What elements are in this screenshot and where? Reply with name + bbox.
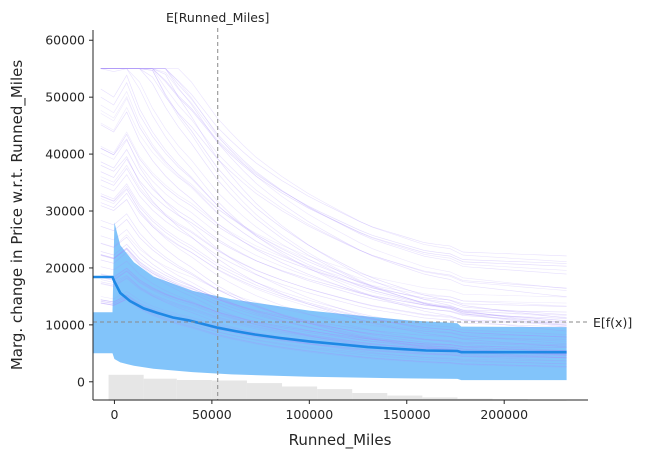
ice-curve <box>100 111 567 323</box>
y-tick-label: 50000 <box>45 90 85 105</box>
ice-curve <box>100 68 567 332</box>
y-tick-label: 40000 <box>45 147 85 162</box>
y-tick-label: 30000 <box>45 204 85 219</box>
ice-curve <box>100 68 567 267</box>
x-tick-label: 150000 <box>383 407 431 422</box>
ice-curve <box>100 243 567 347</box>
ice-curve <box>100 68 567 327</box>
x-axis-label: Runned_Miles <box>289 431 392 450</box>
reference-lines <box>93 28 588 400</box>
ice-curve <box>100 188 567 351</box>
ice-curve <box>100 297 567 367</box>
y-tick-label: 0 <box>77 374 85 389</box>
ice-curve <box>100 156 567 348</box>
ice-curve <box>100 234 567 337</box>
ice-curve <box>100 68 567 326</box>
ice-curve <box>100 68 567 297</box>
ice-curve <box>100 189 567 342</box>
histogram-bar <box>143 378 177 401</box>
histogram-bar <box>317 389 353 401</box>
ice-curve <box>100 192 567 338</box>
ice-curve <box>100 213 567 356</box>
ice-curve <box>100 68 567 264</box>
expected-fx-label: E[f(x)] <box>593 315 632 330</box>
ice-curve <box>100 236 567 355</box>
histogram-bar <box>352 392 388 401</box>
histogram-bar <box>246 383 283 401</box>
x-tick-label: 0 <box>110 407 118 422</box>
ice-curve <box>100 278 567 356</box>
histogram-bar <box>211 380 247 401</box>
ice-curve <box>100 174 567 328</box>
ice-band <box>93 222 567 381</box>
ice-curve <box>100 82 567 315</box>
x-tick-label: 100000 <box>285 407 333 422</box>
mean-line-layer <box>93 275 567 354</box>
ice-curve <box>100 167 567 324</box>
histogram-bar <box>282 386 318 401</box>
ice-curve <box>100 148 567 319</box>
ice-curve <box>100 106 567 298</box>
ice-curve <box>100 185 567 338</box>
ice-curve <box>100 96 567 318</box>
ice-curve <box>100 133 567 307</box>
ice-curve <box>100 68 567 257</box>
ice-curve <box>100 218 567 352</box>
ice-band-area <box>93 222 567 381</box>
ice-curve <box>100 139 567 316</box>
histogram-bar <box>108 374 144 401</box>
ice-curve <box>100 249 567 362</box>
y-tick-label: 60000 <box>45 33 85 48</box>
ice-curve <box>100 260 567 359</box>
y-tick-label: 20000 <box>45 260 85 275</box>
ice-curve <box>100 269 567 348</box>
ice-lines <box>100 68 567 368</box>
ice-curve <box>100 68 567 289</box>
y-axis-label: Marg. change in Price w.r.t. Runned_Mile… <box>8 60 27 371</box>
histogram-bar <box>387 395 423 401</box>
ice-curve <box>100 251 567 340</box>
ice-curve <box>100 247 567 345</box>
ice-curve <box>100 295 567 365</box>
x-ticks: 0 50000 100000 150000 200000 <box>110 400 528 422</box>
x-tick-label: 200000 <box>480 407 528 422</box>
ice-curve <box>100 68 567 275</box>
ice-curve <box>100 298 567 367</box>
y-ticks: 0 10000 20000 30000 40000 50000 60000 <box>45 33 93 389</box>
ice-curve <box>100 74 567 322</box>
ice-curve <box>100 68 567 319</box>
ice-curve <box>100 138 567 344</box>
ice-curve <box>100 274 567 365</box>
ice-curve <box>100 158 567 313</box>
y-tick-label: 10000 <box>45 317 85 332</box>
ice-curve <box>100 270 567 348</box>
ice-curve <box>100 68 567 262</box>
histogram-bar <box>422 397 458 401</box>
ice-curve <box>100 68 567 291</box>
expected-x-label: E[Runned_Miles] <box>166 10 269 25</box>
mean-line <box>93 275 567 354</box>
ice-curve <box>100 131 567 304</box>
ice-curve <box>100 90 567 321</box>
x-tick-label: 50000 <box>192 407 232 422</box>
ice-curve <box>100 299 567 368</box>
ice-curve <box>100 247 567 351</box>
ice-curve <box>100 68 567 271</box>
ice-curve <box>100 183 567 335</box>
ice-curve <box>100 68 567 323</box>
histogram-bar <box>176 379 212 401</box>
ice-curve <box>100 97 567 307</box>
ice-curve <box>100 268 567 352</box>
ice-curve <box>100 68 567 289</box>
ice-curve <box>100 68 567 328</box>
